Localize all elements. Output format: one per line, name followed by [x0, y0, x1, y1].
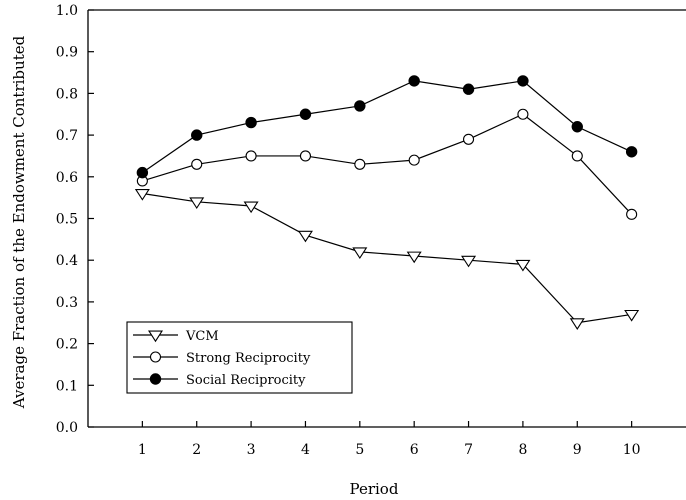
series-line-strong-reciprocity — [142, 114, 631, 214]
y-tick-label: 0.9 — [56, 45, 78, 61]
y-tick-label: 0.3 — [56, 295, 78, 311]
data-point-vcm — [353, 248, 366, 258]
data-point-social-reciprocity — [409, 76, 419, 86]
data-point-social-reciprocity — [626, 147, 636, 157]
data-point-social-reciprocity — [518, 76, 528, 86]
data-point-strong-reciprocity — [518, 109, 528, 119]
data-point-social-reciprocity — [572, 122, 582, 132]
legend-label-strong-reciprocity: Strong Reciprocity — [186, 351, 311, 366]
x-tick-label: 4 — [301, 442, 310, 458]
y-tick-label: 0.4 — [56, 253, 78, 269]
y-axis-title: Average Fraction of the Endowment Contri… — [10, 35, 28, 409]
legend-marker-strong-reciprocity — [151, 352, 161, 362]
data-point-vcm — [571, 319, 584, 329]
data-point-social-reciprocity — [192, 130, 202, 140]
y-tick-label: 0.8 — [56, 86, 78, 102]
x-tick-label: 9 — [573, 442, 582, 458]
data-point-strong-reciprocity — [572, 151, 582, 161]
legend-marker-social-reciprocity — [150, 374, 160, 384]
y-tick-label: 0.7 — [56, 128, 78, 144]
series-line-social-reciprocity — [142, 81, 631, 173]
chart-series — [136, 76, 638, 329]
chart-legend: VCM Strong Reciprocity Social Reciprocity — [127, 322, 352, 393]
data-point-strong-reciprocity — [409, 155, 419, 165]
data-point-strong-reciprocity — [464, 134, 474, 144]
x-tick-label: 1 — [138, 442, 147, 458]
y-tick-label: 0.6 — [56, 170, 78, 186]
data-point-social-reciprocity — [355, 101, 365, 111]
data-point-social-reciprocity — [246, 117, 256, 127]
y-tick-label: 0.5 — [56, 212, 78, 228]
legend-label-social-reciprocity: Social Reciprocity — [186, 373, 306, 388]
data-point-strong-reciprocity — [355, 159, 365, 169]
data-point-strong-reciprocity — [627, 209, 637, 219]
data-point-strong-reciprocity — [192, 159, 202, 169]
series-vcm — [136, 190, 638, 329]
x-tick-label: 7 — [464, 442, 473, 458]
legend-label-vcm: VCM — [185, 329, 219, 344]
y-tick-label: 0.1 — [56, 378, 78, 394]
data-point-social-reciprocity — [463, 84, 473, 94]
data-point-strong-reciprocity — [300, 151, 310, 161]
data-point-social-reciprocity — [137, 167, 147, 177]
x-tick-label: 2 — [192, 442, 201, 458]
x-tick-label: 3 — [247, 442, 256, 458]
y-tick-label: 0.2 — [56, 337, 78, 353]
y-tick-label: 1.0 — [56, 3, 78, 19]
y-tick-label: 0.0 — [56, 420, 78, 436]
data-point-vcm — [408, 252, 421, 262]
x-axis-title: Period — [350, 480, 399, 498]
x-tick-label: 10 — [623, 442, 641, 458]
x-tick-label: 5 — [355, 442, 364, 458]
x-tick-label: 8 — [518, 442, 527, 458]
series-line-vcm — [142, 193, 631, 322]
x-tick-label: 6 — [410, 442, 419, 458]
data-point-vcm — [245, 202, 258, 212]
data-point-vcm — [190, 198, 203, 208]
data-point-strong-reciprocity — [246, 151, 256, 161]
data-point-social-reciprocity — [300, 109, 310, 119]
data-point-vcm — [462, 256, 475, 266]
